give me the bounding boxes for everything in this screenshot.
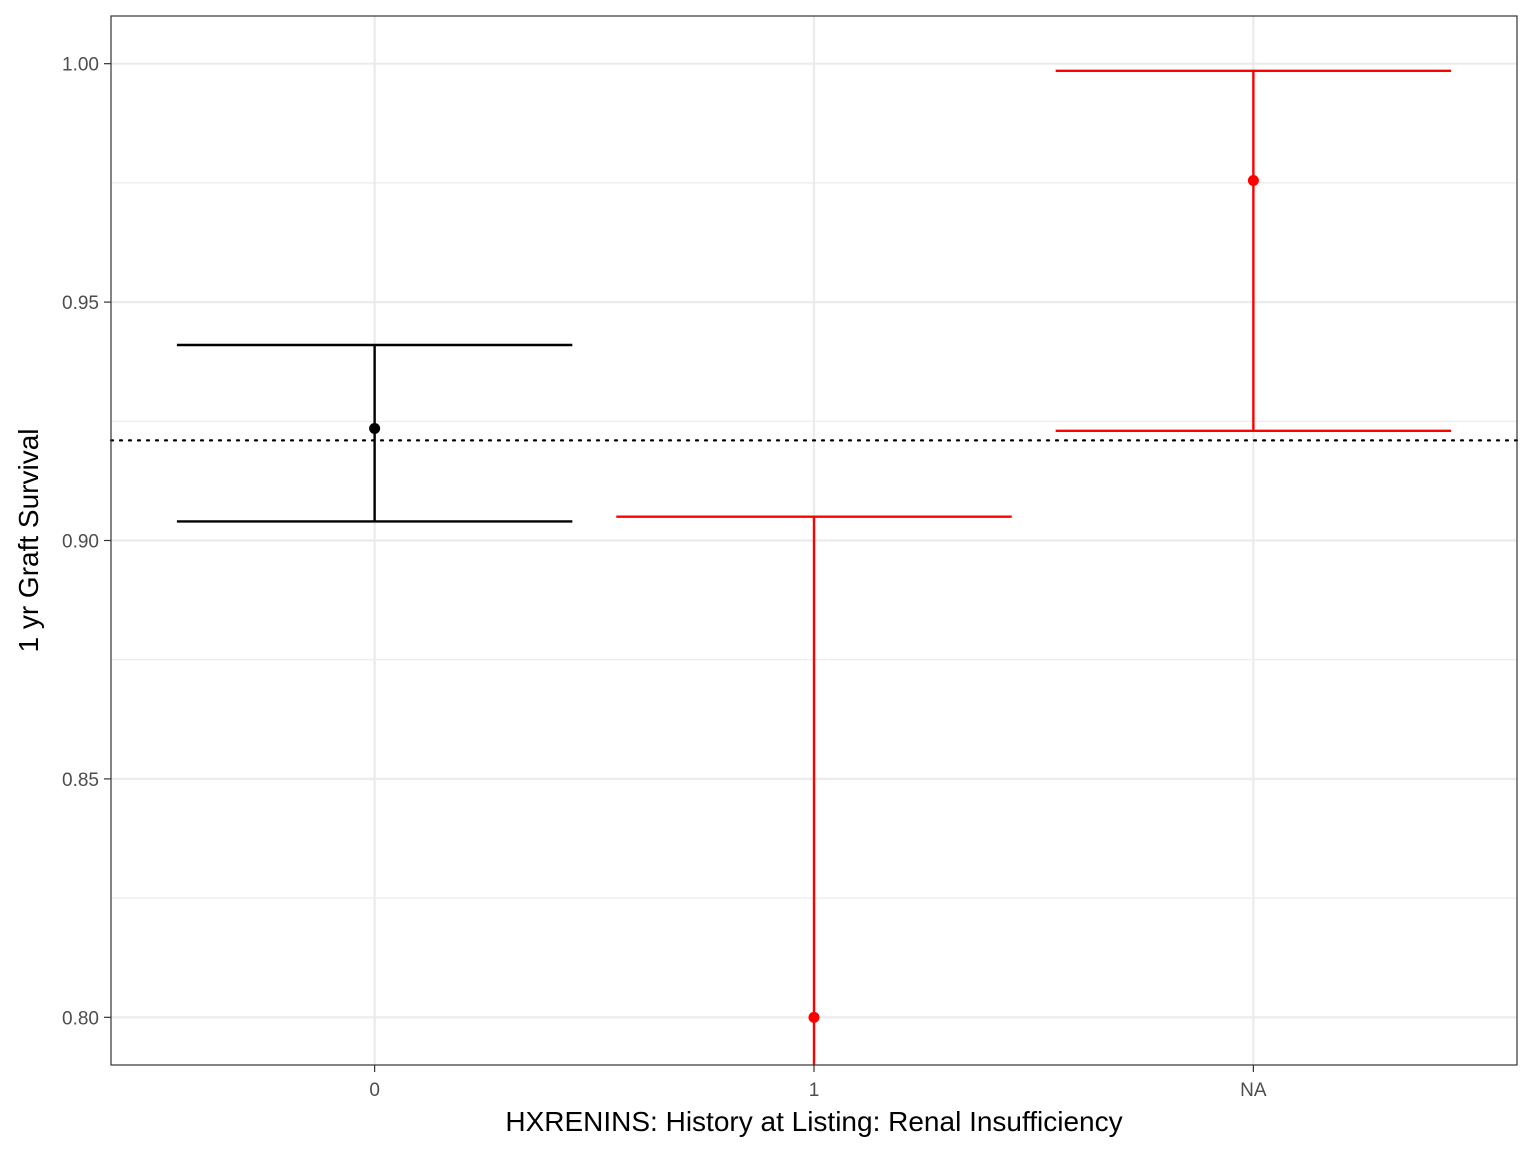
- y-tick-label: 0.90: [62, 532, 99, 553]
- x-tick-label: 1: [809, 1080, 820, 1101]
- x-tick-labels: 0 1 NA: [369, 1080, 1267, 1101]
- x-tick-label: NA: [1240, 1080, 1267, 1101]
- point-estimate-1: [808, 1011, 820, 1023]
- y-tick-label: 0.80: [62, 1008, 99, 1029]
- y-tick-label: 0.95: [62, 293, 99, 314]
- point-estimate-NA: [1247, 175, 1259, 187]
- x-tick-label: 0: [369, 1080, 380, 1101]
- x-axis-title: HXRENINS: History at Listing: Renal Insu…: [505, 1106, 1122, 1137]
- y-axis-title: 1 yr Graft Survival: [13, 428, 44, 652]
- y-tick-label: 0.85: [62, 770, 99, 791]
- y-tick-labels: 0.80 0.85 0.90 0.95 1.00: [62, 55, 99, 1030]
- y-tick-label: 1.00: [62, 55, 99, 76]
- chart-marks: [176, 69, 1452, 1065]
- axis-ticks: [104, 63, 1254, 1072]
- point-estimate-0: [369, 422, 381, 434]
